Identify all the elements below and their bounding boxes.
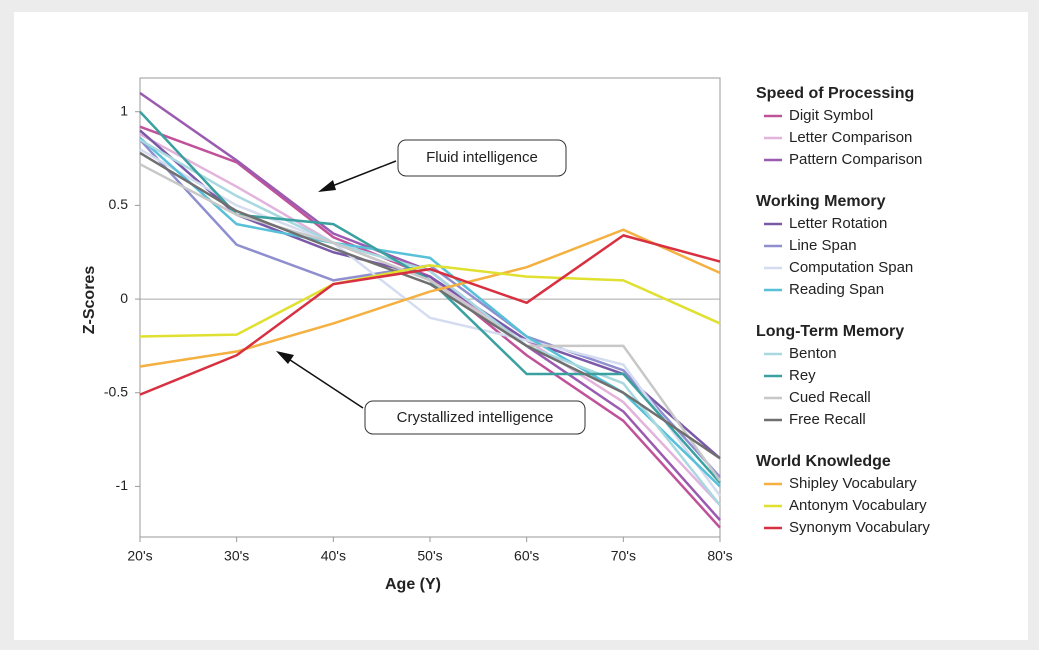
series-line	[139, 163, 722, 482]
legend-label: Cued Recall	[789, 389, 871, 406]
legend-label: Digit Symbol	[789, 107, 873, 124]
series-line	[139, 234, 721, 396]
legend-label: Benton	[789, 345, 837, 362]
y-tick-label: 1	[120, 102, 128, 118]
legend-label: Antonym Vocabulary	[789, 497, 927, 514]
legend-label: Computation Span	[789, 259, 913, 276]
series-line	[139, 228, 721, 368]
x-tick-label: 40's	[321, 548, 346, 564]
arrow-head	[276, 351, 294, 364]
legend-heading: Speed of Processing	[756, 85, 914, 102]
x-tick-label: 70's	[611, 548, 636, 564]
x-tick-label: 30's	[224, 548, 249, 564]
legend-label: Pattern Comparison	[789, 151, 922, 168]
legend-heading: Long-Term Memory	[756, 323, 904, 340]
y-tick-label: 0.5	[109, 196, 129, 212]
x-tick-label: 60's	[514, 548, 539, 564]
annotation: Fluid intelligence	[426, 149, 538, 166]
legend-label: Letter Rotation	[789, 215, 887, 232]
legend-label: Synonym Vocabulary	[789, 519, 930, 536]
legend-label: Line Span	[789, 237, 857, 254]
legend-label: Reading Span	[789, 281, 884, 298]
x-tick-label: 50's	[417, 548, 442, 564]
legend-label: Rey	[789, 367, 816, 384]
legend-label: Letter Comparison	[789, 129, 912, 146]
panel	[14, 12, 1028, 640]
y-tick-label: 0	[120, 290, 128, 306]
y-axis-label: Z-Scores	[81, 266, 98, 335]
legend-label: Shipley Vocabulary	[789, 475, 917, 492]
series-line	[139, 151, 721, 460]
y-tick-label: -0.5	[104, 383, 128, 399]
x-tick-label: 80's	[707, 548, 732, 564]
series-line	[139, 264, 721, 338]
series-line	[139, 148, 722, 497]
legend-heading: Working Memory	[756, 193, 886, 210]
legend-label: Free Recall	[789, 411, 866, 428]
series-line	[139, 138, 721, 506]
legend-heading: World Knowledge	[756, 453, 891, 470]
y-tick-label: -1	[116, 477, 129, 493]
x-tick-label: 20's	[127, 548, 152, 564]
x-axis-label: Age (Y)	[385, 576, 441, 593]
arrow-head	[318, 180, 336, 192]
annotation-box	[397, 139, 567, 177]
annotation-box	[364, 400, 586, 435]
annotation: Crystallized intelligence	[397, 409, 554, 426]
arrow	[280, 353, 364, 409]
